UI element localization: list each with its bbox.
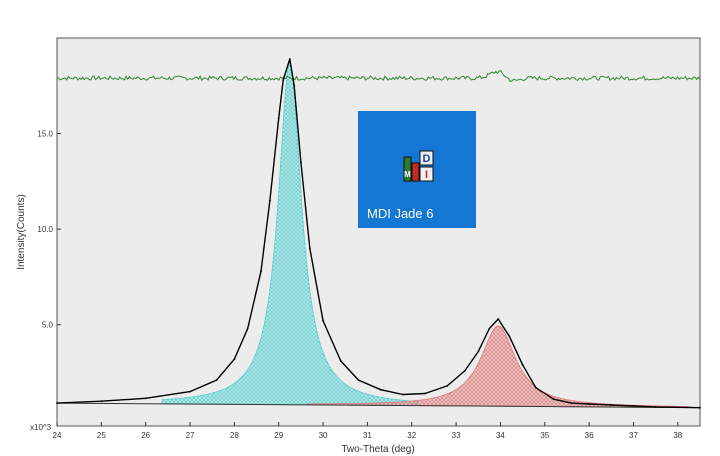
measured-point (632, 405, 635, 407)
measured-point (357, 379, 360, 381)
measured-point (497, 318, 500, 320)
y-axis-title: Intensity(Counts) (16, 194, 27, 270)
difference-curve-line (56, 70, 701, 82)
measured-point (610, 404, 613, 406)
x-tick-label: 31 (363, 431, 372, 440)
measured-point (402, 393, 404, 396)
measured-point (288, 58, 291, 60)
measured-point (699, 406, 701, 409)
measured-point (144, 397, 147, 400)
x-tick-label: 24 (53, 431, 62, 440)
measured-point (521, 363, 524, 366)
measured-point (260, 270, 262, 273)
x-tick-label: 34 (496, 431, 505, 440)
x-axis-title: Two-Theta (deg) (341, 444, 414, 455)
measured-point (552, 398, 555, 401)
measured-point (676, 406, 679, 409)
x-tick-label: 28 (230, 431, 239, 440)
y-tick-label: 15.0 (37, 130, 53, 139)
measured-point (488, 327, 491, 330)
app-name-label: MDI Jade 6 (367, 206, 434, 221)
measured-point (508, 335, 511, 338)
measured-point (535, 386, 537, 389)
measured-point (424, 392, 426, 395)
measured-point (215, 379, 218, 381)
y-exponent-label: x10^3 (30, 423, 52, 432)
y-tick-label: 10.0 (37, 225, 53, 234)
x-tick-label: 27 (186, 431, 195, 440)
x-tick-label: 33 (452, 431, 461, 440)
measured-point (464, 369, 466, 372)
x-tick-label: 35 (540, 431, 549, 440)
measured-point (282, 79, 285, 81)
svg-text:M: M (404, 170, 411, 179)
measured-pattern-group (56, 58, 701, 409)
x-tick-label: 26 (141, 431, 150, 440)
plot-area (56, 37, 701, 427)
measured-point (322, 320, 324, 322)
background-line (56, 402, 701, 409)
mdi-jade-logo-icon: D I M (402, 149, 436, 183)
measured-point (588, 403, 590, 405)
measured-point (654, 406, 657, 408)
difference-curve-group (56, 70, 701, 82)
x-tick-label: 30 (319, 431, 328, 440)
x-tick-label: 25 (97, 431, 106, 440)
x-axis-ticks: 24 25 26 27 28 29 30 31 32 33 34 35 36 37 38 (53, 422, 683, 440)
x-tick-label: 38 (673, 431, 682, 440)
x-tick-label: 37 (629, 431, 638, 440)
measured-point (308, 247, 311, 250)
measured-point (100, 400, 103, 403)
svg-text:I: I (425, 169, 428, 181)
measured-point (300, 161, 302, 164)
measured-point (189, 390, 191, 393)
measured-point (477, 350, 480, 353)
measured-point (269, 199, 271, 202)
svg-text:D: D (423, 153, 431, 165)
measured-point (56, 402, 58, 404)
measured-point (446, 385, 449, 387)
mdi-jade-app-tile[interactable]: D I M MDI Jade 6 (358, 111, 476, 228)
x-tick-label: 32 (407, 431, 416, 440)
measured-point (379, 388, 382, 391)
measured-point (570, 402, 573, 404)
measured-point (339, 360, 342, 362)
measured-point (233, 358, 236, 360)
y-tick-label: 5.0 (42, 321, 54, 330)
measured-point (277, 117, 280, 120)
x-tick-label: 36 (585, 431, 594, 440)
x-tick-label: 29 (274, 431, 283, 440)
measured-point (246, 327, 249, 330)
measured-point (293, 84, 296, 87)
y-axis-ticks: 5.0 10.0 15.0 (37, 130, 61, 330)
